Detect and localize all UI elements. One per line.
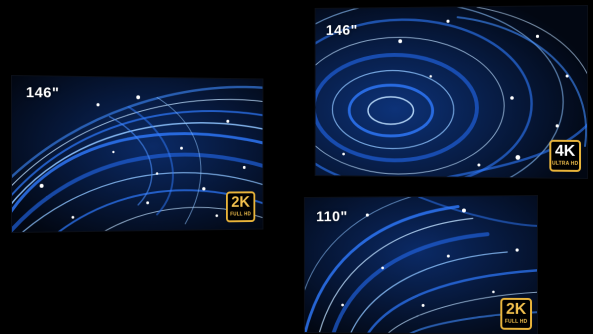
resolution-label: 4K (555, 142, 576, 160)
resolution-sublabel: ULTRA HD (551, 160, 579, 167)
resolution-sublabel: FULL HD (230, 211, 252, 218)
screen-size-label: 110" (316, 208, 348, 226)
swirl-artwork (12, 76, 263, 232)
screen-size-label: 146" (325, 22, 358, 39)
resolution-label: 2K (231, 194, 250, 211)
resolution-sublabel: FULL HD (504, 318, 528, 325)
screen-size-label: 146" (25, 84, 60, 102)
swirl-artwork (304, 196, 537, 334)
display-screen-top-right: 146" 4K ULTRA HD (315, 6, 587, 178)
display-screen-left: 146" 2K FULL HD (12, 76, 263, 232)
resolution-badge-2k: 2K FULL HD (500, 297, 533, 330)
display-screen-bottom-right: 110" 2K FULL HD (304, 196, 537, 334)
resolution-badge-4k: 4K ULTRA HD (549, 139, 582, 172)
swirl-artwork (315, 6, 587, 178)
resolution-badge-2k: 2K FULL HD (225, 191, 256, 223)
resolution-label: 2K (506, 300, 527, 318)
